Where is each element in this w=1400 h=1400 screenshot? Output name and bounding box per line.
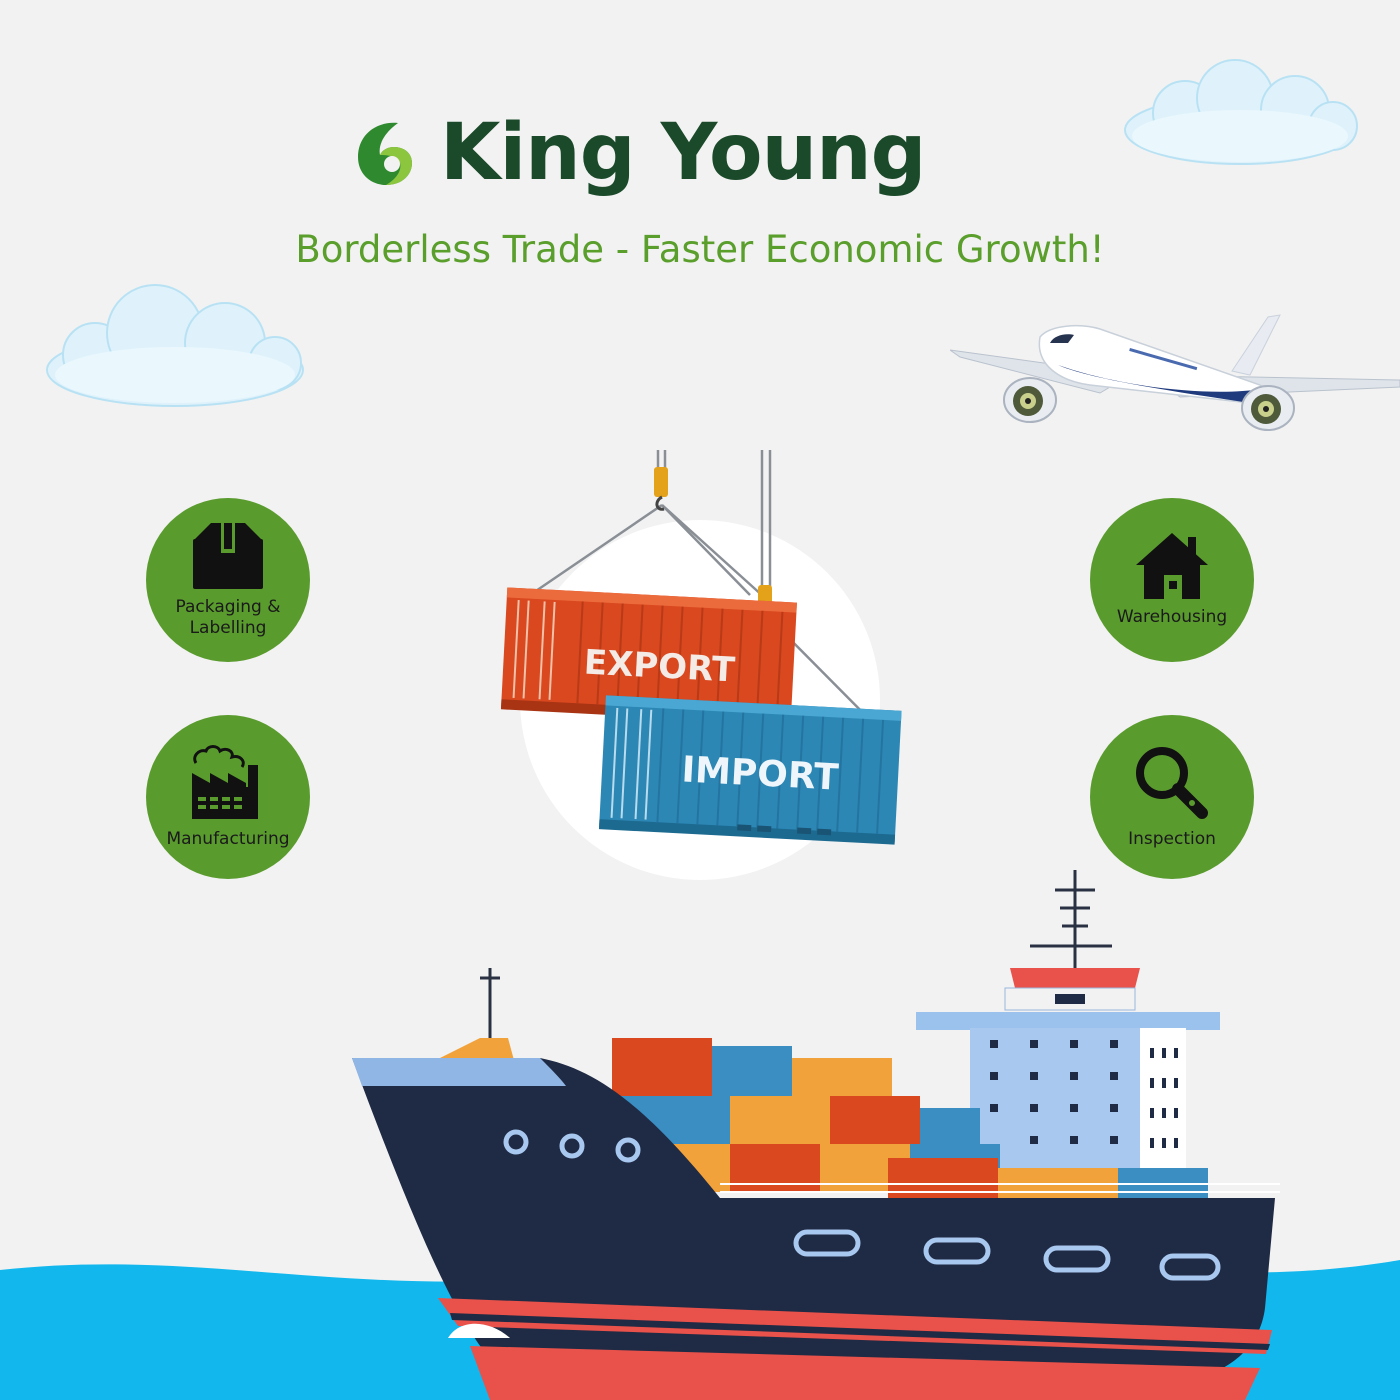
service-warehousing: Warehousing: [1090, 498, 1254, 662]
cloud-top-right: [1124, 59, 1358, 165]
crane-hook-icon: [654, 467, 668, 511]
service-label: Inspection: [1128, 829, 1216, 850]
magnifier-icon: [1136, 747, 1208, 820]
service-packaging-labelling: Packaging & Labelling: [146, 498, 310, 662]
service-manufacturing: Manufacturing: [146, 715, 310, 879]
brand-name: King Young: [440, 108, 926, 198]
service-label: Manufacturing: [166, 829, 290, 850]
house-icon: [1136, 533, 1208, 600]
service-inspection: Inspection: [1090, 715, 1254, 879]
brand-header: King Young: [352, 98, 1052, 208]
import-label: IMPORT: [681, 749, 840, 798]
airplane: [950, 314, 1400, 431]
tagline: Borderless Trade - Faster Economic Growt…: [295, 228, 1105, 271]
cloud-left: [46, 284, 304, 407]
container-hoist-illustration: EXPORT IMPORT: [500, 450, 902, 880]
service-label: Packaging & Labelling: [175, 596, 281, 638]
package-icon: [193, 522, 263, 589]
export-label: EXPORT: [583, 643, 737, 691]
factory-icon: [192, 745, 258, 820]
engine-right: [1241, 385, 1295, 431]
import-container: IMPORT: [598, 695, 902, 845]
engine-left: [1003, 377, 1057, 423]
export-container: EXPORT: [500, 587, 797, 725]
king-young-logo-icon: [358, 122, 412, 185]
service-label: Warehousing: [1116, 607, 1228, 628]
cargo-ship: [352, 870, 1280, 1400]
